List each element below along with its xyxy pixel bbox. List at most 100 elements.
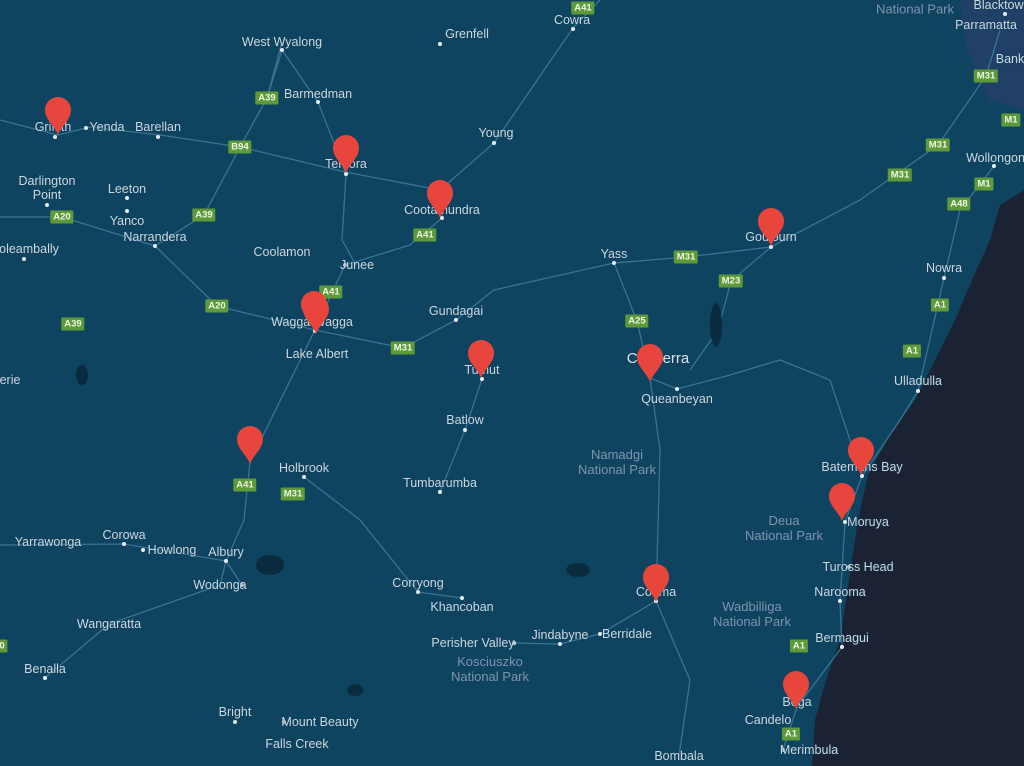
place-label[interactable]: Wodonga [193, 578, 247, 592]
road-shield: A25 [625, 314, 649, 328]
place-label[interactable]: Yanco [109, 214, 145, 228]
map-pin-icon[interactable] [332, 134, 360, 174]
town-dot [916, 389, 920, 393]
place-label[interactable]: Narrandera [123, 230, 187, 244]
place-label[interactable]: Yenda [89, 120, 125, 134]
place-label[interactable]: Perisher Valley [431, 636, 515, 650]
place-label[interactable]: Cowra [553, 13, 591, 27]
town-dot [156, 135, 160, 139]
road-shield: A41 [413, 228, 437, 242]
place-label[interactable]: Nowra [925, 261, 963, 275]
place-label[interactable]: Wagga Wagga [271, 315, 353, 329]
place-label[interactable]: Parramatta [955, 18, 1017, 32]
place-label[interactable]: Mount Beauty [281, 715, 359, 729]
place-label[interactable]: Bank [995, 52, 1024, 66]
lakes [76, 303, 722, 696]
place-label[interactable]: Bermagui [815, 631, 869, 645]
town-dot [512, 641, 516, 645]
place-label[interactable]: Tuross Head [822, 560, 894, 574]
road-shield: M1 [1001, 113, 1021, 127]
place-label[interactable]: Lake Albert [285, 347, 349, 361]
park-label: Wadbilliga National Park [712, 599, 792, 629]
place-label[interactable]: Tumbarumba [403, 476, 477, 490]
road-shield: A39 [61, 317, 85, 331]
town-dot [612, 261, 616, 265]
place-label[interactable]: erie [0, 373, 21, 387]
place-label[interactable]: Khancoban [430, 600, 494, 614]
place-label[interactable]: Wollongong [966, 151, 1024, 165]
road-shield: M31 [280, 487, 306, 501]
place-label[interactable]: Moruya [847, 515, 889, 529]
place-label[interactable]: Leeton [107, 182, 147, 196]
map-pin-icon[interactable] [847, 436, 875, 476]
place-label[interactable]: Coolamon [253, 245, 311, 259]
place-label[interactable]: Gundagai [428, 304, 484, 318]
place-label[interactable]: oleambally [0, 242, 59, 256]
map-pin-icon[interactable] [636, 343, 664, 383]
road-shield: M31 [973, 69, 999, 83]
map-pin-icon[interactable] [467, 339, 495, 379]
road-shield: M1 [974, 177, 994, 191]
place-label[interactable]: Bombala [654, 749, 704, 763]
place-label[interactable]: Berridale [601, 627, 653, 641]
town-dot [847, 565, 851, 569]
road-shield: M31 [390, 341, 416, 355]
place-label[interactable]: Yarrawonga [14, 535, 82, 549]
place-label[interactable]: Candelo [744, 713, 792, 727]
town-dot [280, 48, 284, 52]
place-label[interactable]: Corowa [102, 528, 146, 542]
place-label[interactable]: Narooma [814, 585, 866, 599]
place-label[interactable]: Merimbula [779, 743, 839, 757]
place-label[interactable]: Holbrook [278, 461, 330, 475]
place-label[interactable]: West Wyalong [241, 35, 323, 49]
place-label[interactable]: Albury [208, 545, 244, 559]
map-pin-icon[interactable] [302, 295, 330, 335]
place-label[interactable]: Grenfell [445, 27, 489, 41]
town-dot [558, 642, 562, 646]
road-shield: A41 [233, 478, 257, 492]
place-label[interactable]: Yass [600, 247, 628, 261]
place-label[interactable]: Barellan [135, 120, 181, 134]
town-dot [141, 548, 145, 552]
road-shield: A41 [319, 285, 343, 299]
place-label[interactable]: Junee [339, 258, 375, 272]
map-pin-icon[interactable] [236, 425, 264, 465]
map-pin-icon[interactable] [782, 670, 810, 710]
town-dot [84, 126, 88, 130]
town-dot [838, 599, 842, 603]
place-label[interactable]: Wangaratta [76, 617, 142, 631]
place-label[interactable]: Batlow [446, 413, 484, 427]
place-label[interactable]: Queanbeyan [641, 392, 713, 406]
place-label[interactable]: Darlington Point [18, 174, 76, 202]
place-label[interactable]: Bright [218, 705, 252, 719]
place-label[interactable]: Corryong [392, 576, 444, 590]
place-label[interactable]: Jindabyne [531, 628, 589, 642]
place-label[interactable]: Falls Creek [265, 737, 329, 751]
map-pin-icon[interactable] [642, 563, 670, 603]
town-dot [460, 596, 464, 600]
town-dot [463, 428, 467, 432]
road-shield: A48 [947, 197, 971, 211]
road-shield: A41 [571, 1, 595, 15]
place-label[interactable]: Howlong [147, 543, 197, 557]
place-label[interactable]: Blacktown [973, 0, 1024, 12]
town-dot [316, 100, 320, 104]
town-dot [125, 209, 129, 213]
town-dot [438, 42, 442, 46]
map-pin-icon[interactable] [828, 482, 856, 522]
park-label: Namadgi National Park [577, 447, 657, 477]
town-dot [860, 474, 864, 478]
map-pin-icon[interactable] [426, 179, 454, 219]
town-dot [302, 475, 306, 479]
place-label[interactable]: Barmedman [283, 87, 353, 101]
place-label[interactable]: Young [478, 126, 514, 140]
town-dot [224, 559, 228, 563]
town-dot [122, 542, 126, 546]
place-label[interactable]: Benalla [24, 662, 66, 676]
town-dot [454, 318, 458, 322]
map-pin-icon[interactable] [757, 207, 785, 247]
map-pin-icon[interactable] [44, 96, 72, 136]
town-dot [769, 245, 773, 249]
place-label[interactable]: Ulladulla [894, 374, 942, 388]
